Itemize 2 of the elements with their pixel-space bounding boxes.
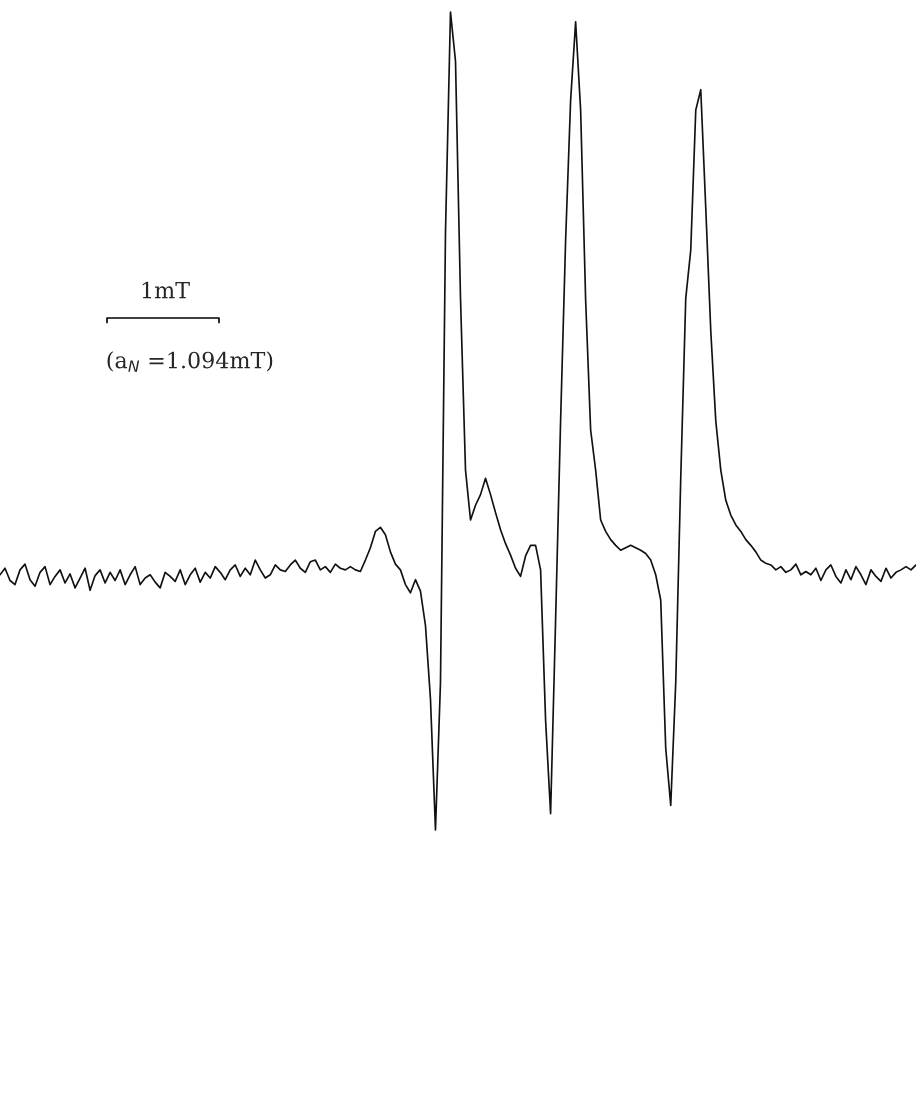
annotation: 1mT: [142, 281, 190, 299]
annotation: (a$_{N}$ =1.094mT): [107, 351, 273, 372]
